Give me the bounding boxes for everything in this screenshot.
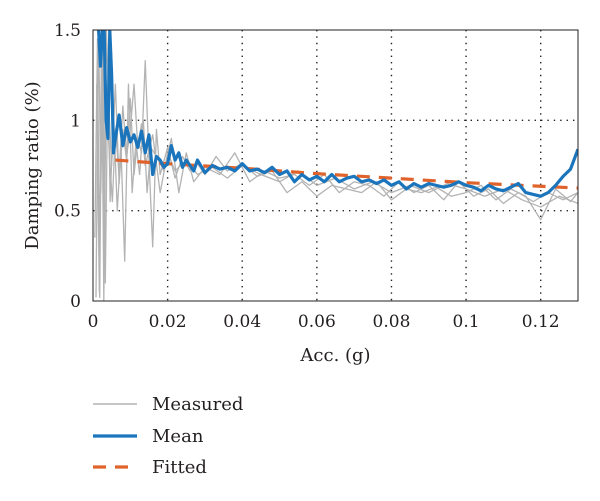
measured-line-2 — [95, 30, 578, 298]
measured-line-1 — [94, 30, 578, 299]
x-axis-title: Acc. (g) — [299, 345, 370, 366]
y-tick-label: 0 — [70, 292, 81, 312]
x-tick-label: 0 — [88, 312, 99, 332]
legend-label-mean: Mean — [152, 426, 204, 447]
plot-area — [94, 30, 578, 301]
axis-ticks: 0 0.02 0.04 0.06 0.08 0.1 0.12 0 0.5 1 1.5 — [54, 21, 560, 332]
x-tick-label: 0.02 — [149, 312, 187, 332]
plot-frame — [92, 29, 579, 302]
mean-line — [97, 30, 578, 198]
x-tick-label: 0.12 — [522, 312, 560, 332]
y-tick-label: 1 — [70, 111, 81, 131]
legend-label-measured: Measured — [152, 394, 243, 415]
x-tick-label: 0.06 — [298, 312, 336, 332]
legend-label-fitted: Fitted — [152, 457, 207, 478]
measured-line-3 — [96, 30, 578, 301]
y-axis-title: Damping ratio (%) — [22, 81, 43, 249]
y-tick-label: 1.5 — [54, 21, 81, 41]
x-tick-label: 0.08 — [373, 312, 411, 332]
y-tick-label: 0.5 — [54, 202, 81, 222]
x-tick-label: 0.04 — [223, 312, 261, 332]
x-tick-label: 0.1 — [453, 312, 480, 332]
legend: Measured Mean Fitted — [93, 394, 243, 478]
